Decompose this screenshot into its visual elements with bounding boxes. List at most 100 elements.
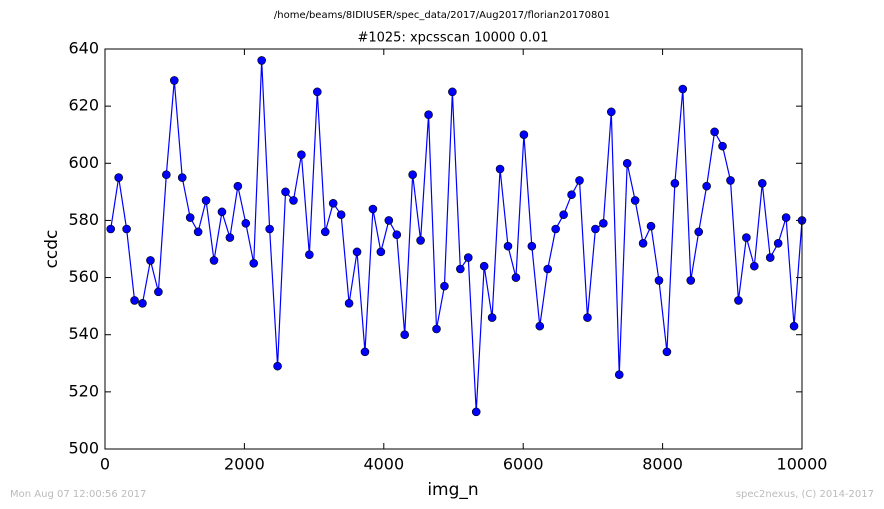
point xyxy=(614,370,624,380)
chart-subtitle: #1025: xpcsscan 10000 0.01 xyxy=(357,31,548,46)
point xyxy=(662,347,672,357)
point xyxy=(432,324,441,334)
point xyxy=(503,241,513,251)
point xyxy=(702,181,711,191)
point xyxy=(599,218,608,228)
point xyxy=(750,261,759,271)
point xyxy=(765,253,775,262)
x-axis-label: img_n xyxy=(427,480,478,500)
y-tick-label: 500 xyxy=(68,439,99,458)
point xyxy=(265,224,274,234)
point xyxy=(225,233,235,242)
point xyxy=(106,224,116,234)
point xyxy=(289,196,298,205)
point xyxy=(273,361,282,371)
point xyxy=(495,164,505,174)
point xyxy=(789,321,799,331)
footer-left: Mon Aug 07 12:00:56 2017 xyxy=(10,489,146,500)
point xyxy=(479,261,489,271)
point xyxy=(511,273,521,282)
point xyxy=(122,224,131,234)
point xyxy=(471,407,481,417)
point xyxy=(710,127,719,137)
footer-right: spec2nexus, (C) 2014-2017 xyxy=(736,489,874,500)
point xyxy=(742,233,751,242)
point xyxy=(336,210,346,220)
point xyxy=(638,238,648,248)
point xyxy=(607,107,616,117)
point xyxy=(376,247,386,257)
point xyxy=(543,264,553,274)
point xyxy=(162,170,171,180)
point xyxy=(384,216,394,225)
y-tick-label: 520 xyxy=(68,381,99,400)
point xyxy=(305,250,314,260)
point xyxy=(535,321,545,331)
chart-title: /home/beams/8IDIUSER/spec_data/2017/Aug2… xyxy=(274,10,610,21)
point xyxy=(670,178,680,188)
point xyxy=(527,241,537,251)
point xyxy=(694,227,704,237)
point xyxy=(408,170,417,180)
point xyxy=(591,224,600,234)
point xyxy=(654,276,664,285)
point xyxy=(726,176,735,185)
point xyxy=(440,281,449,291)
x-tick-label: 2000 xyxy=(224,455,265,474)
point xyxy=(320,227,330,237)
point xyxy=(781,213,791,222)
point xyxy=(281,187,290,197)
point xyxy=(328,198,338,208)
point xyxy=(734,296,743,305)
point xyxy=(392,230,402,240)
point xyxy=(114,173,123,182)
point xyxy=(622,158,632,168)
y-tick-label: 580 xyxy=(68,210,99,229)
point xyxy=(551,224,560,234)
point xyxy=(344,298,354,308)
x-tick-label: 8000 xyxy=(642,455,683,474)
series-line xyxy=(110,60,803,412)
point xyxy=(718,141,727,151)
point xyxy=(360,347,370,357)
plot-frame xyxy=(104,48,803,450)
y-tick-label: 600 xyxy=(68,153,99,172)
point xyxy=(241,218,251,228)
point xyxy=(575,176,584,185)
point xyxy=(249,258,259,268)
point xyxy=(424,110,433,120)
point xyxy=(416,236,425,245)
point xyxy=(177,173,187,182)
point xyxy=(368,204,378,214)
point xyxy=(567,190,576,200)
point xyxy=(773,238,783,248)
point xyxy=(678,84,688,94)
x-tick-label: 6000 xyxy=(503,455,544,474)
y-tick-label: 560 xyxy=(68,267,99,286)
point xyxy=(559,210,568,220)
x-tick-label: 0 xyxy=(100,455,110,474)
point xyxy=(130,296,139,305)
point xyxy=(463,253,473,262)
point xyxy=(456,264,465,274)
y-tick-label: 620 xyxy=(68,96,99,115)
point xyxy=(448,87,457,97)
point xyxy=(185,213,195,222)
x-tick-label: 4000 xyxy=(363,455,404,474)
point xyxy=(646,221,656,231)
point xyxy=(313,87,322,97)
y-tick-label: 540 xyxy=(68,324,99,343)
y-tick-label: 640 xyxy=(68,39,99,58)
point xyxy=(297,150,306,160)
point xyxy=(209,256,219,265)
point xyxy=(138,298,147,308)
point xyxy=(217,207,227,217)
point xyxy=(257,56,266,65)
point xyxy=(146,256,155,265)
y-axis-label: ccdc xyxy=(42,230,62,269)
x-tick-label: 10000 xyxy=(777,455,828,474)
point xyxy=(193,227,203,237)
point xyxy=(519,130,529,140)
point xyxy=(487,313,497,322)
